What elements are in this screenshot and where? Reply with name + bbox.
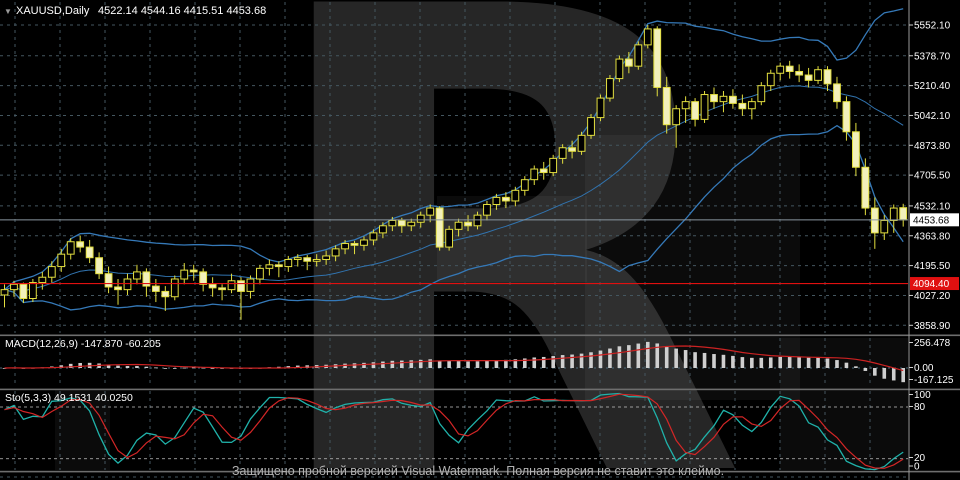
bollinger-bands — [4, 8, 904, 311]
svg-text:5552.10: 5552.10 — [914, 21, 951, 32]
svg-text:4453.68: 4453.68 — [913, 215, 950, 226]
macd-indicator — [0, 341, 908, 383]
svg-text:4363.80: 4363.80 — [914, 231, 951, 242]
chart-title-quote: 4522.14 4544.16 4415.51 4453.68 — [98, 5, 266, 17]
svg-text:4873.80: 4873.80 — [914, 141, 951, 152]
panel-separators — [0, 334, 960, 473]
svg-text:-167.125: -167.125 — [914, 375, 954, 386]
svg-text:4094.40: 4094.40 — [913, 279, 950, 290]
svg-text:20: 20 — [914, 453, 926, 464]
watermark-patches — [55, 135, 908, 470]
candlestick-series — [0, 25, 908, 320]
svg-text:4705.50: 4705.50 — [914, 171, 951, 182]
svg-text:100: 100 — [914, 390, 931, 401]
svg-text:4532.10: 4532.10 — [914, 201, 951, 212]
macd-indicator-label: MACD(12,26,9) -147.870 -60.205 — [5, 338, 161, 350]
price-axis[interactable]: 5552.10 5378.70 5210.40 5042.10 4873.80 4705.… — [908, 0, 959, 480]
svg-text:5042.10: 5042.10 — [914, 111, 951, 122]
symbol-dropdown-icon[interactable]: ▼ — [4, 7, 12, 16]
svg-text:5210.40: 5210.40 — [914, 81, 951, 92]
svg-text:3858.90: 3858.90 — [914, 321, 951, 332]
svg-text:4195.50: 4195.50 — [914, 261, 951, 272]
svg-text:0.00: 0.00 — [914, 363, 934, 374]
svg-text:4027.20: 4027.20 — [914, 291, 951, 302]
svg-text:80: 80 — [914, 402, 926, 413]
svg-text:0: 0 — [914, 462, 920, 473]
grid-lines — [0, 2, 908, 478]
svg-text:5378.70: 5378.70 — [914, 51, 951, 62]
chart-title-symbol: XAUUSD,Daily — [16, 5, 90, 17]
watermark-banner: Защищено пробной версией Visual Watermar… — [232, 464, 724, 478]
stochastic-indicator — [0, 392, 908, 471]
stochastic-indicator-label: Sto(5,3,3) 49.1531 40.0250 — [5, 392, 133, 404]
price-lines — [0, 219, 908, 285]
svg-text:256.478: 256.478 — [914, 338, 951, 349]
